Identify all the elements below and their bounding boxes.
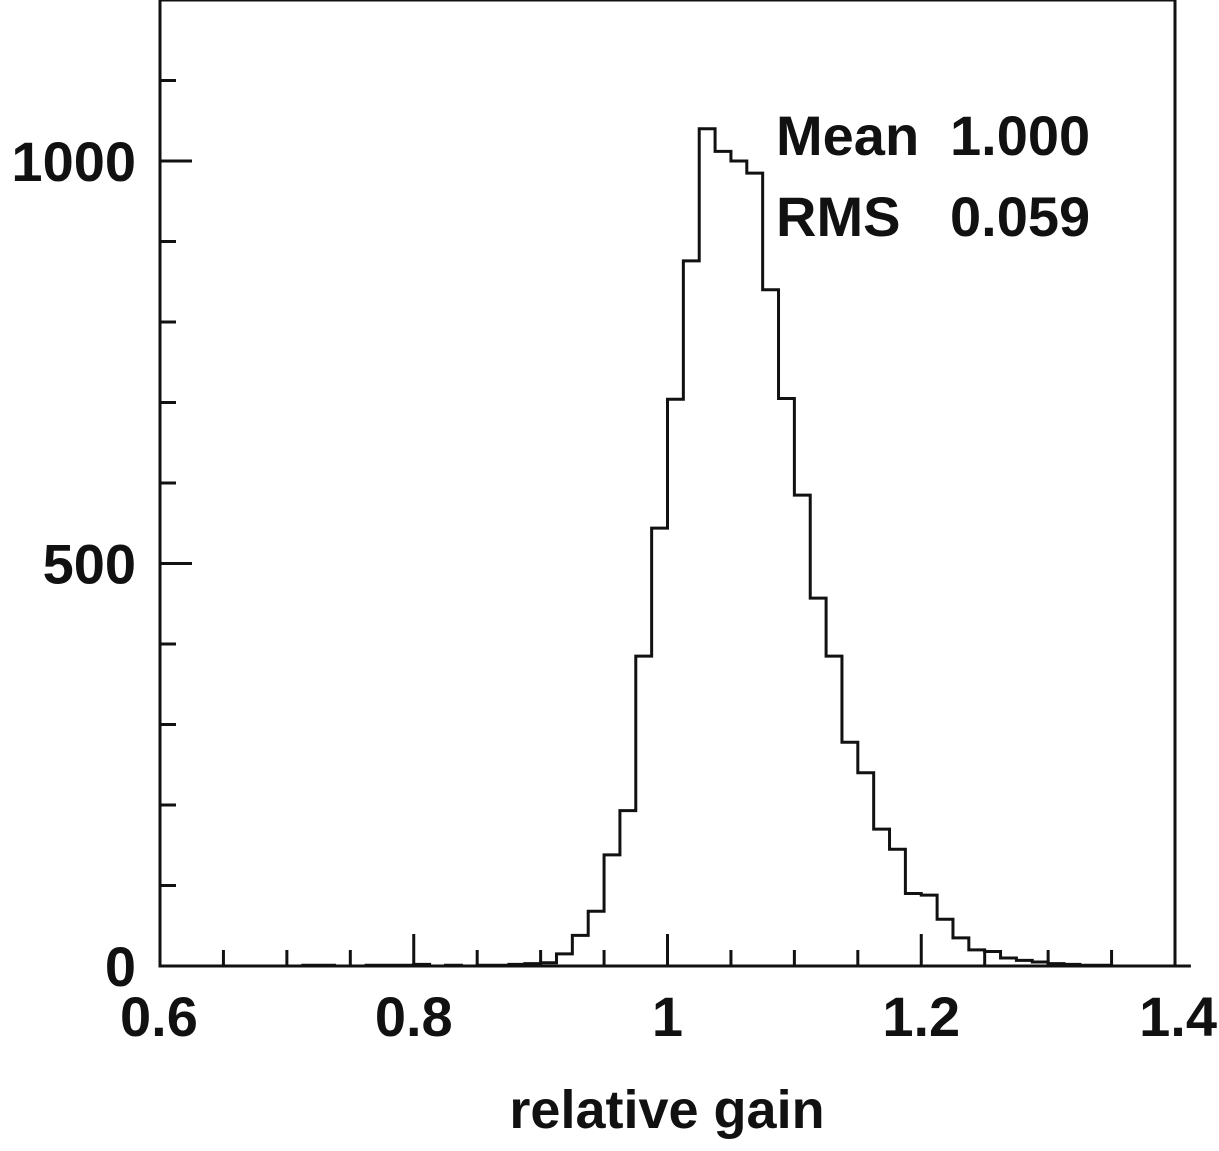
stats-box: Mean 1.000 RMS 0.059	[776, 104, 1090, 248]
x-tick-label: 1	[652, 985, 683, 1048]
stats-mean-value: 1.000	[950, 104, 1090, 167]
y-tick-label: 1000	[11, 130, 136, 193]
x-tick-label: 0.8	[375, 985, 453, 1048]
y-tick-label: 500	[43, 533, 136, 596]
stats-rms-label: RMS	[776, 185, 900, 248]
histogram-line	[160, 127, 1191, 968]
stats-mean: Mean 1.000	[776, 104, 1090, 167]
x-tick-label: 1.4	[1139, 985, 1217, 1048]
y-tick-label: 0	[105, 935, 136, 998]
stats-mean-label: Mean	[776, 104, 919, 167]
x-tick-labels: 0.6 0.8 1 1.2 1.4	[120, 985, 1217, 1048]
y-tick-labels: 0 500 1000	[11, 130, 136, 998]
stats-rms-value: 0.059	[950, 185, 1090, 248]
plot-frame	[158, 0, 1177, 968]
x-axis-label: relative gain	[509, 1080, 824, 1140]
x-tick-label: 0.6	[120, 985, 198, 1048]
stats-rms: RMS 0.059	[776, 185, 1090, 248]
x-tick-label: 1.2	[882, 985, 960, 1048]
